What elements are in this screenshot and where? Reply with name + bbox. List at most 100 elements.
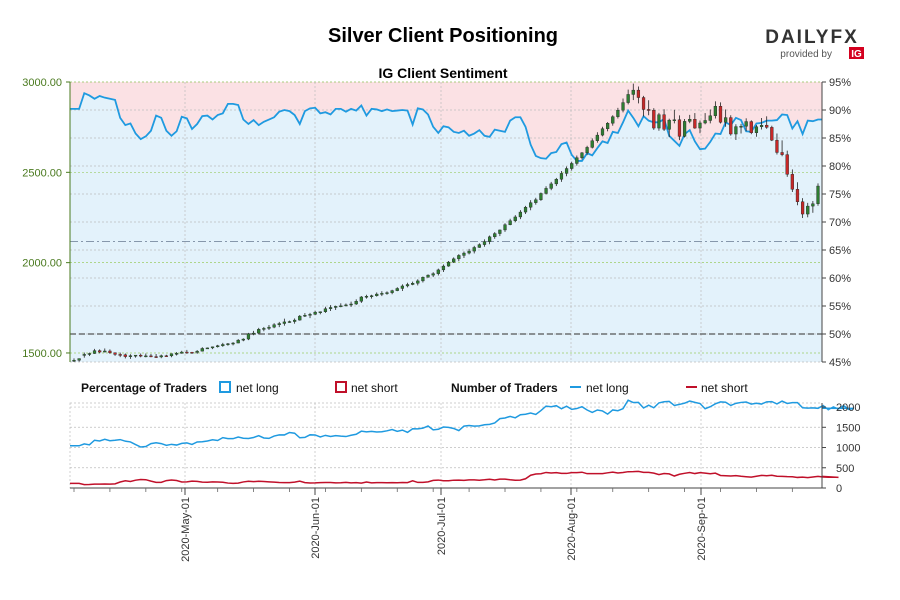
candle-body	[570, 163, 574, 169]
candle-body	[441, 265, 446, 271]
candle-body	[349, 303, 353, 306]
candle-body	[251, 332, 256, 335]
candle-body	[559, 173, 564, 180]
candle-body	[652, 109, 656, 129]
candle-body	[118, 354, 122, 356]
candle-body	[416, 280, 420, 284]
price-tick-label: 1500.00	[22, 348, 62, 360]
candle-body	[667, 119, 671, 130]
candle-body	[221, 344, 225, 346]
candle-body	[467, 250, 471, 254]
candle-body	[77, 358, 81, 361]
candle-body	[344, 304, 348, 307]
legend-num-net-long: net long	[586, 381, 629, 395]
candle-body	[564, 168, 569, 174]
candle-body	[400, 285, 404, 289]
pct-tick-label: 65%	[829, 245, 851, 257]
candle-body	[375, 293, 379, 296]
traders-tick-label: 0	[836, 483, 842, 495]
candle-body	[216, 345, 220, 348]
candle-body	[257, 329, 261, 334]
candle-body	[795, 189, 800, 202]
traders-tick-label: 2000	[836, 402, 860, 414]
legend-pct-net-short: net short	[351, 381, 398, 395]
candle-body	[82, 354, 86, 356]
pct-tick-label: 85%	[829, 133, 851, 145]
candle-body	[354, 301, 358, 305]
candle-body	[431, 273, 435, 276]
candle-body	[287, 321, 292, 323]
candle-body	[616, 109, 620, 117]
pct-tick-label: 55%	[829, 301, 851, 313]
provided-by-label: provided by	[780, 49, 832, 60]
candle-body	[369, 295, 374, 297]
candle-body	[759, 124, 764, 128]
candle-body	[411, 283, 415, 285]
candle-body	[688, 119, 692, 122]
pct-tick-label: 70%	[829, 217, 851, 229]
legend-number-header: Number of Traders	[451, 381, 558, 395]
candle-body	[734, 126, 738, 135]
candle-body	[518, 211, 523, 218]
candle-body	[169, 353, 174, 357]
candle-body	[477, 244, 481, 248]
candle-body	[144, 355, 148, 358]
price-tick-label: 3000.00	[22, 77, 62, 89]
candle-body	[139, 354, 143, 357]
traders-tick-label: 1000	[836, 443, 860, 455]
candle-body	[390, 290, 394, 293]
candle-body	[113, 352, 117, 355]
candle-body	[498, 229, 502, 234]
candle-body	[529, 202, 533, 208]
ig-badge-icon	[849, 47, 864, 59]
candle-body	[154, 356, 158, 358]
candle-body	[210, 346, 215, 349]
candle-body	[359, 296, 363, 302]
chart-subtitle: IG Client Sentiment	[378, 65, 507, 81]
price-tick-label: 2500.00	[22, 167, 62, 179]
candle-body	[452, 258, 456, 263]
candle-body	[503, 224, 507, 231]
date-tick-label: 2020-Jun-01	[310, 497, 322, 559]
legend-net-short-box-icon	[335, 381, 347, 393]
candle-body	[133, 354, 138, 357]
traders-plot-grid	[69, 402, 823, 489]
candle-body	[611, 116, 615, 124]
legend-pct-net-long: net long	[236, 381, 279, 395]
candle-body	[544, 188, 548, 194]
candle-body	[328, 307, 333, 309]
candle-body	[724, 117, 728, 123]
candle-body	[226, 343, 230, 345]
candle-body	[636, 89, 641, 98]
candle-body	[364, 296, 369, 298]
candle-body	[488, 236, 492, 242]
candle-body	[298, 315, 302, 321]
candle-body	[236, 339, 240, 344]
traders-plot-border	[69, 402, 823, 489]
candle-body	[657, 114, 661, 129]
net-long-count-line	[70, 399, 855, 448]
legend-net-long-box-icon	[219, 381, 231, 393]
candle-body	[806, 205, 810, 215]
candle-body	[98, 350, 102, 353]
price-tick-label: 2000.00	[22, 258, 62, 270]
pct-tick-label: 75%	[829, 189, 851, 201]
candle-body	[785, 154, 789, 175]
candle-body	[718, 106, 723, 123]
candle-body	[800, 201, 805, 215]
candle-body	[323, 308, 328, 312]
candle-body	[749, 121, 753, 133]
main-plot-axes: 1500.00 2000.00 2500.00 3000.00 45% 50% 55% 60%…	[22, 77, 851, 369]
ig-badge-text: IG	[851, 49, 862, 60]
candle-body	[744, 121, 748, 127]
candle-body	[677, 119, 682, 137]
candle-body	[128, 355, 133, 357]
candle-body	[626, 94, 630, 103]
candle-body	[703, 120, 707, 124]
net-long-area	[70, 93, 822, 362]
candle-body	[790, 174, 794, 190]
candle-body	[149, 355, 153, 358]
candle-body	[421, 277, 425, 282]
candle-body	[180, 351, 184, 354]
candle-body	[765, 124, 769, 128]
